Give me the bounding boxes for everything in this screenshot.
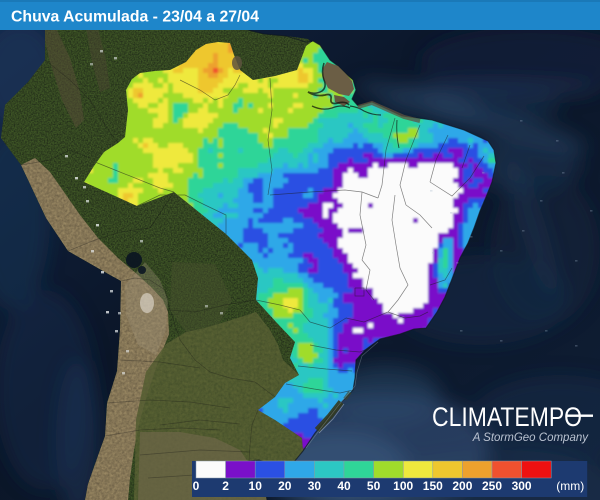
svg-text:250: 250 bbox=[482, 479, 502, 493]
svg-text:CLIMATEMPO: CLIMATEMPO bbox=[432, 402, 582, 432]
svg-text:300: 300 bbox=[512, 479, 532, 493]
svg-text:200: 200 bbox=[452, 479, 472, 493]
svg-text:40: 40 bbox=[337, 479, 351, 493]
svg-text:50: 50 bbox=[367, 479, 381, 493]
svg-text:2: 2 bbox=[222, 479, 229, 493]
svg-text:150: 150 bbox=[423, 479, 443, 493]
svg-text:100: 100 bbox=[393, 479, 413, 493]
svg-text:A StormGeo Company: A StormGeo Company bbox=[472, 432, 590, 444]
svg-text:(mm): (mm) bbox=[556, 479, 584, 493]
svg-text:10: 10 bbox=[249, 479, 263, 493]
svg-text:20: 20 bbox=[278, 479, 292, 493]
svg-text:0: 0 bbox=[193, 479, 200, 493]
svg-text:30: 30 bbox=[308, 479, 322, 493]
svg-text:Chuva Acumulada - 23/04 a 27/0: Chuva Acumulada - 23/04 a 27/04 bbox=[11, 9, 259, 26]
